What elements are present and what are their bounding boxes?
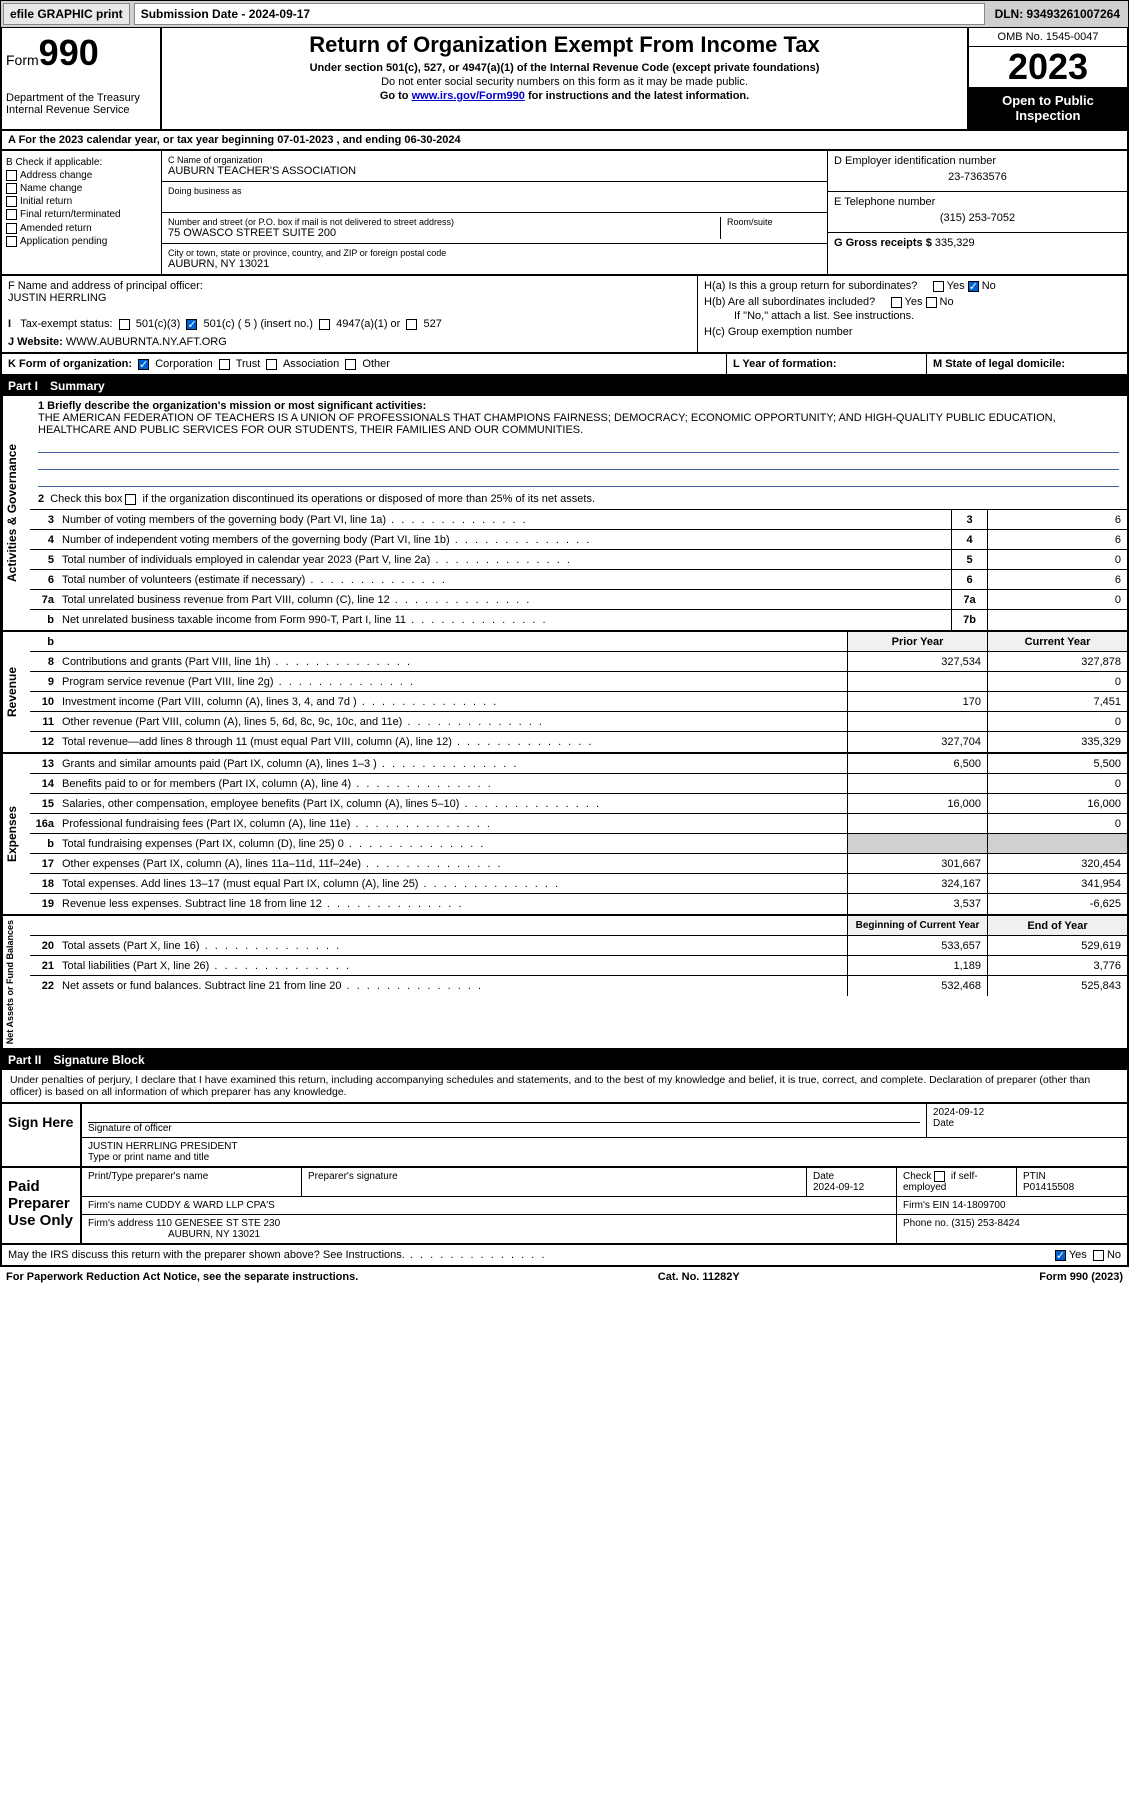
top-toolbar: efile GRAPHIC print Submission Date - 20…: [0, 0, 1129, 28]
table-row: 21Total liabilities (Part X, line 26)1,1…: [30, 956, 1127, 976]
side-net-assets: Net Assets or Fund Balances: [2, 916, 30, 1048]
table-row: bTotal fundraising expenses (Part IX, co…: [30, 834, 1127, 854]
open-inspection: Open to Public Inspection: [969, 87, 1127, 129]
table-row: 9Program service revenue (Part VIII, lin…: [30, 672, 1127, 692]
table-row: 19Revenue less expenses. Subtract line 1…: [30, 894, 1127, 914]
page-footer: For Paperwork Reduction Act Notice, see …: [0, 1267, 1129, 1287]
side-revenue: Revenue: [2, 632, 30, 752]
subtitle-2: Do not enter social security numbers on …: [170, 76, 959, 88]
table-row: bNet unrelated business taxable income f…: [30, 610, 1127, 630]
sign-here-block: Sign Here Signature of officer2024-09-12…: [0, 1104, 1129, 1168]
org-name: AUBURN TEACHER'S ASSOCIATION: [168, 165, 821, 177]
part-1-header: Part ISummary: [0, 376, 1129, 396]
check-applicable-label: B Check if applicable:: [6, 157, 157, 168]
table-row: 14Benefits paid to or for members (Part …: [30, 774, 1127, 794]
table-row: 20Total assets (Part X, line 16)533,6575…: [30, 936, 1127, 956]
discuss-row: May the IRS discuss this return with the…: [0, 1245, 1129, 1267]
table-row: 10Investment income (Part VIII, column (…: [30, 692, 1127, 712]
governance-section: Activities & Governance 1 Briefly descri…: [0, 396, 1129, 632]
table-row: 22Net assets or fund balances. Subtract …: [30, 976, 1127, 996]
ein: 23-7363576: [834, 167, 1121, 187]
table-row: 17Other expenses (Part IX, column (A), l…: [30, 854, 1127, 874]
expenses-section: Expenses 13Grants and similar amounts pa…: [0, 754, 1129, 916]
table-row: 11Other revenue (Part VIII, column (A), …: [30, 712, 1127, 732]
mission-text: THE AMERICAN FEDERATION OF TEACHERS IS A…: [38, 412, 1119, 436]
table-row: 18Total expenses. Add lines 13–17 (must …: [30, 874, 1127, 894]
section-b-through-g: B Check if applicable: Address change Na…: [0, 151, 1129, 276]
efile-button[interactable]: efile GRAPHIC print: [3, 3, 130, 25]
dept-label: Department of the Treasury Internal Reve…: [6, 92, 156, 116]
ptin: P01415508: [1023, 1182, 1074, 1193]
table-row: 15Salaries, other compensation, employee…: [30, 794, 1127, 814]
form-prefix: Form: [6, 52, 39, 68]
officer-name: JUSTIN HERRLING PRESIDENT: [88, 1141, 1121, 1152]
table-row: 8Contributions and grants (Part VIII, li…: [30, 652, 1127, 672]
street-address: 75 OWASCO STREET SUITE 200: [168, 227, 720, 239]
table-row: 16aProfessional fundraising fees (Part I…: [30, 814, 1127, 834]
row-a-tax-year: A For the 2023 calendar year, or tax yea…: [0, 131, 1129, 151]
subtitle-1: Under section 501(c), 527, or 4947(a)(1)…: [170, 62, 959, 74]
tax-year: 2023: [969, 47, 1127, 87]
table-row: 7aTotal unrelated business revenue from …: [30, 590, 1127, 610]
firm-name: CUDDY & WARD LLP CPA'S: [145, 1200, 274, 1211]
form-title: Return of Organization Exempt From Incom…: [170, 32, 959, 58]
table-row: 3Number of voting members of the governi…: [30, 510, 1127, 530]
table-row: 13Grants and similar amounts paid (Part …: [30, 754, 1127, 774]
table-row: 4Number of independent voting members of…: [30, 530, 1127, 550]
section-f-h: F Name and address of principal officer:…: [0, 276, 1129, 354]
principal-officer: JUSTIN HERRLING: [8, 292, 691, 304]
table-row: 12Total revenue—add lines 8 through 11 (…: [30, 732, 1127, 752]
dln: DLN: 93493261007264: [989, 4, 1126, 24]
form-number: 990: [39, 32, 99, 73]
website: WWW.AUBURNTA.NY.AFT.ORG: [66, 336, 227, 348]
city-state-zip: AUBURN, NY 13021: [168, 258, 821, 270]
part-2-header: Part IISignature Block: [0, 1050, 1129, 1070]
table-row: 6Total number of volunteers (estimate if…: [30, 570, 1127, 590]
paid-preparer-block: Paid Preparer Use Only Print/Type prepar…: [0, 1168, 1129, 1245]
gross-receipts: 335,329: [935, 237, 975, 249]
net-assets-section: Net Assets or Fund Balances Beginning of…: [0, 916, 1129, 1050]
firm-phone: (315) 253-8424: [951, 1218, 1019, 1229]
row-k: K Form of organization: Corporation Trus…: [0, 354, 1129, 376]
revenue-section: Revenue bPrior YearCurrent Year 8Contrib…: [0, 632, 1129, 754]
telephone: (315) 253-7052: [834, 208, 1121, 228]
omb-number: OMB No. 1545-0047: [969, 28, 1127, 47]
firm-ein: 14-1809700: [952, 1200, 1005, 1211]
table-row: 5Total number of individuals employed in…: [30, 550, 1127, 570]
submission-date: Submission Date - 2024-09-17: [134, 3, 985, 25]
perjury-statement: Under penalties of perjury, I declare th…: [0, 1070, 1129, 1104]
side-governance: Activities & Governance: [2, 396, 30, 630]
irs-link[interactable]: www.irs.gov/Form990: [412, 90, 525, 102]
side-expenses: Expenses: [2, 754, 30, 914]
form-header: Form990 Department of the Treasury Inter…: [0, 28, 1129, 131]
